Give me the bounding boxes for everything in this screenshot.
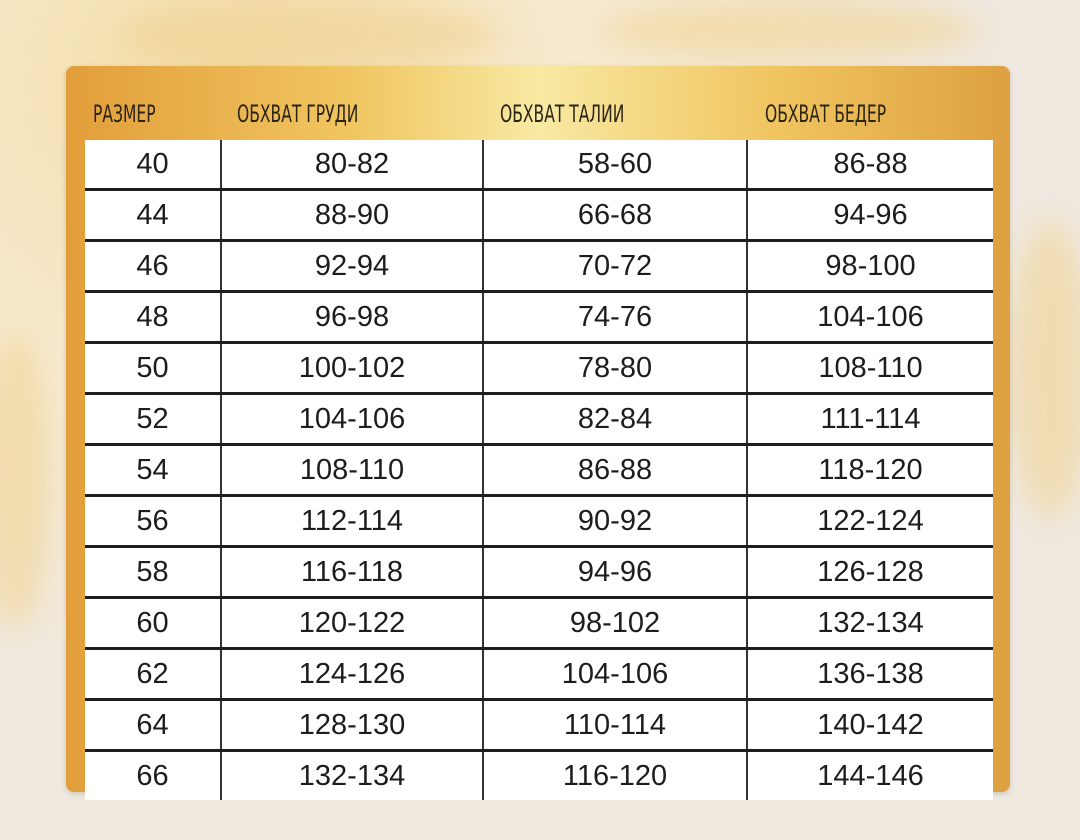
- size-cell: 44: [85, 188, 221, 241]
- background-blot: [600, 0, 980, 60]
- waist-cell: 110-114: [482, 698, 747, 751]
- hips-cell: 122-124: [746, 494, 993, 547]
- waist-cell: 82-84: [482, 392, 747, 445]
- table-row: 56 112-114 90-92 122-124: [85, 494, 993, 547]
- table-row: 48 96-98 74-76 104-106: [85, 290, 993, 343]
- size-cell: 50: [85, 341, 221, 394]
- hips-cell: 108-110: [746, 341, 993, 394]
- waist-cell: 78-80: [482, 341, 747, 394]
- waist-cell: 70-72: [482, 239, 747, 292]
- chest-cell: 108-110: [220, 443, 483, 496]
- background-blot: [120, 0, 500, 70]
- hips-cell: 118-120: [746, 443, 993, 496]
- size-cell: 64: [85, 698, 221, 751]
- table-row: 66 132-134 116-120 144-146: [85, 749, 993, 800]
- table-row: 40 80-82 58-60 86-88: [85, 140, 993, 190]
- header-size: РАЗМЕР: [93, 100, 156, 128]
- chest-cell: 112-114: [220, 494, 483, 547]
- table-row: 44 88-90 66-68 94-96: [85, 188, 993, 241]
- hips-cell: 126-128: [746, 545, 993, 598]
- chest-cell: 92-94: [220, 239, 483, 292]
- header-waist: ОБХВАТ ТАЛИИ: [500, 100, 625, 128]
- hips-cell: 132-134: [746, 596, 993, 649]
- size-cell: 58: [85, 545, 221, 598]
- size-cell: 66: [85, 749, 221, 800]
- table-row: 54 108-110 86-88 118-120: [85, 443, 993, 496]
- background-blot: [1010, 220, 1080, 520]
- waist-cell: 90-92: [482, 494, 747, 547]
- size-cell: 56: [85, 494, 221, 547]
- chest-cell: 120-122: [220, 596, 483, 649]
- hips-cell: 98-100: [746, 239, 993, 292]
- waist-cell: 74-76: [482, 290, 747, 343]
- table-row: 52 104-106 82-84 111-114: [85, 392, 993, 445]
- chest-cell: 80-82: [220, 140, 483, 190]
- size-cell: 52: [85, 392, 221, 445]
- chest-cell: 124-126: [220, 647, 483, 700]
- waist-cell: 104-106: [482, 647, 747, 700]
- hips-cell: 86-88: [746, 140, 993, 190]
- chest-cell: 88-90: [220, 188, 483, 241]
- hips-cell: 144-146: [746, 749, 993, 800]
- header-chest: ОБХВАТ ГРУДИ: [237, 100, 359, 128]
- hips-cell: 94-96: [746, 188, 993, 241]
- table-row: 58 116-118 94-96 126-128: [85, 545, 993, 598]
- hips-cell: 104-106: [746, 290, 993, 343]
- chest-cell: 132-134: [220, 749, 483, 800]
- chest-cell: 104-106: [220, 392, 483, 445]
- size-cell: 40: [136, 147, 169, 180]
- table-row: 50 100-102 78-80 108-110: [85, 341, 993, 394]
- chest-cell: 100-102: [220, 341, 483, 394]
- hips-cell: 136-138: [746, 647, 993, 700]
- table-row: 64 128-130 110-114 140-142: [85, 698, 993, 751]
- chest-cell: 128-130: [220, 698, 483, 751]
- table-row: 62 124-126 104-106 136-138: [85, 647, 993, 700]
- size-cell: 54: [85, 443, 221, 496]
- waist-cell: 94-96: [482, 545, 747, 598]
- waist-cell: 86-88: [482, 443, 747, 496]
- waist-cell: 66-68: [482, 188, 747, 241]
- waist-cell: 116-120: [482, 749, 747, 800]
- hips-cell: 111-114: [746, 392, 993, 445]
- header-hips: ОБХВАТ БЕДЕР: [765, 100, 887, 128]
- size-cell: 62: [85, 647, 221, 700]
- table-row: 60 120-122 98-102 132-134: [85, 596, 993, 649]
- size-cell: 48: [85, 290, 221, 343]
- waist-cell: 98-102: [482, 596, 747, 649]
- table-row: 46 92-94 70-72 98-100: [85, 239, 993, 292]
- chest-cell: 116-118: [220, 545, 483, 598]
- background-blot: [0, 330, 50, 630]
- size-cell: 46: [85, 239, 221, 292]
- hips-cell: 140-142: [746, 698, 993, 751]
- waist-cell: 58-60: [482, 140, 747, 190]
- size-table: 40 80-82 58-60 86-88 44 88-90 66-68 94-96 46 92-9…: [85, 140, 993, 800]
- size-cell: 60: [85, 596, 221, 649]
- chest-cell: 96-98: [220, 290, 483, 343]
